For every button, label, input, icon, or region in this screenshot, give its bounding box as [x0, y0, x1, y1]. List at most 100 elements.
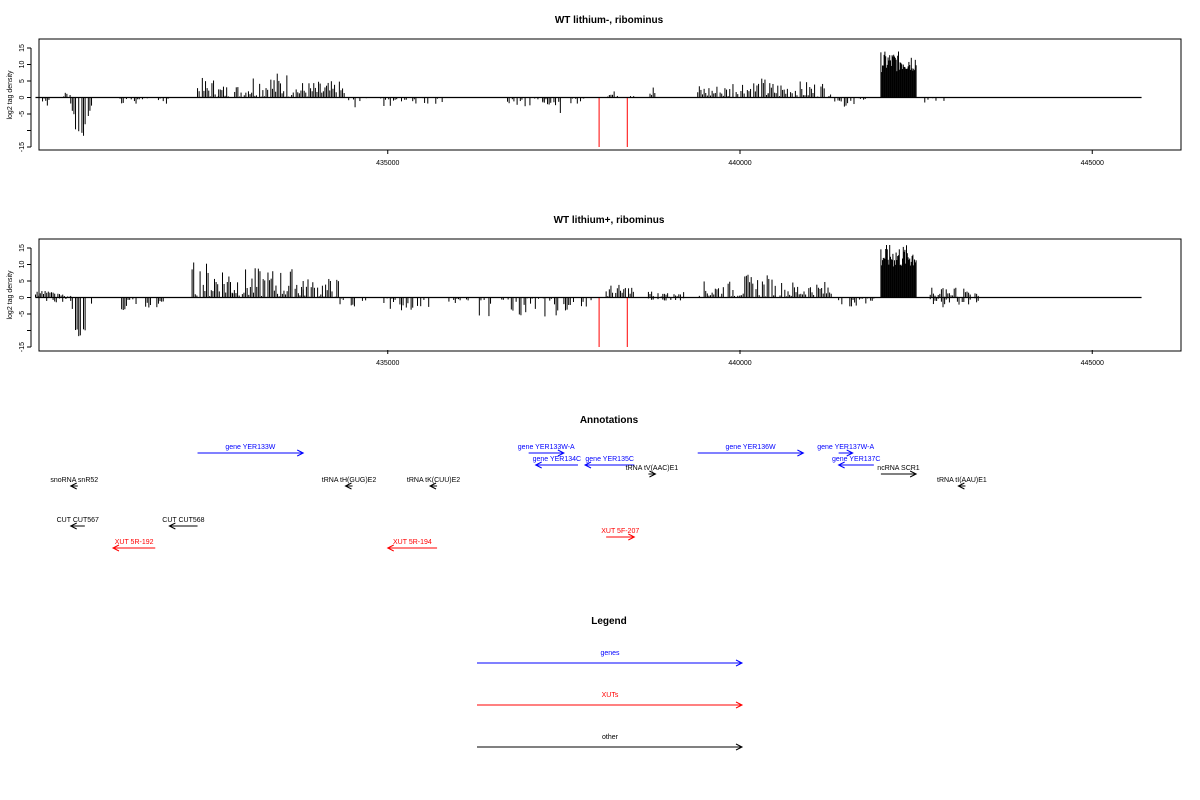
signal-block — [832, 97, 866, 107]
y-axis-label: log2 tag density — [7, 70, 14, 120]
feature-label: tRNA tK(CUU)E2 — [407, 477, 460, 484]
signal-block — [478, 297, 559, 317]
arrow-head — [583, 461, 592, 469]
feature-label: gene YER133W-A — [518, 444, 575, 451]
signal-block — [542, 97, 565, 113]
y-tick-label: 15 — [19, 44, 26, 52]
signal-block — [774, 281, 832, 298]
plot-frame — [38, 238, 1182, 352]
signal-block — [448, 297, 471, 303]
feature-label: gene YER137C — [832, 456, 881, 463]
arrow-head — [909, 470, 918, 478]
signal-block — [739, 274, 776, 298]
signal-block — [570, 97, 585, 104]
y-tick-label: 0 — [19, 95, 26, 99]
signal-block — [422, 97, 443, 104]
y-tick-label: 10 — [19, 261, 26, 269]
y-tick-label: -5 — [19, 111, 26, 117]
signal-block — [339, 297, 367, 307]
signal-block — [246, 73, 296, 98]
legend: Legend genes XUTs other — [477, 616, 744, 751]
legend-label: genes — [600, 650, 620, 657]
signal-block — [838, 297, 875, 307]
arrow-head — [296, 449, 305, 457]
arrow-head — [735, 659, 744, 667]
signal-block — [732, 78, 769, 98]
annotation-feature: gene YER133W — [197, 444, 305, 457]
arrow-head — [386, 544, 394, 552]
arrow-head — [649, 470, 657, 478]
arrow-head — [846, 449, 854, 457]
red-markers — [598, 97, 628, 147]
arrow-head — [957, 482, 965, 490]
signal-block — [218, 86, 247, 98]
x-tick-label: 440000 — [728, 160, 751, 167]
panel-title: WT lithium+, ribominus — [554, 215, 665, 226]
feature-label: tRNA tV(AAC)E1 — [626, 465, 679, 472]
y-tick-label: 10 — [19, 61, 26, 69]
annotation-feature: tRNA tK(CUU)E2 — [407, 477, 460, 490]
legend-label: XUTs — [602, 692, 619, 699]
signal-bars — [35, 244, 979, 337]
legend-item: other — [477, 734, 744, 751]
signal-block — [605, 91, 620, 98]
signal-block — [189, 262, 233, 298]
annotation-feature: gene YER135C — [583, 456, 635, 469]
x-tick-label: 435000 — [376, 160, 399, 167]
annotation-feature: XUT 5F-207 — [601, 528, 639, 541]
signal-block — [605, 284, 634, 298]
x-axis: 435000 440000 445000 — [376, 150, 1104, 167]
annotation-feature: tRNA tH(GUG)E2 — [322, 477, 377, 490]
annotation-feature: CUT CUT567 — [57, 517, 99, 530]
annotation-feature: gene YER134C — [533, 456, 582, 469]
signal-block — [380, 97, 417, 106]
annotation-feature: XUT 5R-192 — [111, 539, 156, 552]
annotation-feature: snoRNA snR52 — [50, 477, 98, 490]
signal-block — [42, 97, 50, 106]
panel-title: WT lithium-, ribominus — [555, 15, 664, 26]
annotation-feature: gene YER133W-A — [518, 444, 575, 457]
legend-item: genes — [477, 650, 744, 667]
signal-block — [880, 51, 917, 98]
red-markers — [598, 297, 628, 347]
annotations-title: Annotations — [580, 415, 639, 426]
arrow-head — [69, 482, 77, 490]
feature-label: gene YER135C — [585, 456, 634, 463]
feature-label: gene YER134C — [533, 456, 582, 463]
signal-block — [295, 81, 345, 98]
signal-block — [563, 297, 592, 311]
x-tick-label: 445000 — [1081, 360, 1104, 367]
annotation-feature: tRNA tI(AAU)E1 — [937, 477, 987, 490]
signal-block — [697, 86, 734, 98]
signal-block — [647, 291, 685, 301]
annotations-panel: Annotations gene YER133W gene YER133W-A ge… — [50, 415, 987, 552]
track-panel-lithium-plus: WT lithium+, ribominus log2 tag density … — [7, 215, 1182, 367]
track-panel-lithium-minus: WT lithium-, ribominus log2 tag density … — [7, 15, 1182, 167]
arrow-head — [168, 522, 176, 530]
y-tick-label: -15 — [19, 142, 26, 152]
feature-label: XUT 5R-194 — [393, 539, 432, 546]
arrow-head — [557, 449, 565, 457]
signal-block — [381, 297, 430, 311]
feature-label: CUT CUT567 — [57, 517, 99, 524]
legend-label: other — [602, 734, 619, 741]
signal-block — [197, 77, 219, 98]
y-tick-label: 5 — [19, 279, 26, 283]
y-axis: -15 -5 0 5 10 15 — [19, 244, 32, 352]
y-tick-label: 5 — [19, 79, 26, 83]
legend-item: XUTs — [477, 692, 744, 709]
signal-bars — [42, 51, 945, 136]
signal-block — [63, 92, 71, 98]
feature-label: snoRNA snR52 — [50, 477, 98, 484]
legend-items: genes XUTs other — [477, 650, 744, 751]
y-tick-label: 0 — [19, 295, 26, 299]
signal-block — [119, 97, 169, 104]
feature-label: tRNA tH(GUG)E2 — [322, 477, 377, 484]
annotation-feature: XUT 5R-194 — [386, 539, 438, 552]
signal-block — [70, 97, 93, 136]
y-tick-label: 15 — [19, 244, 26, 252]
legend-title: Legend — [591, 616, 627, 627]
arrow-head — [111, 544, 120, 552]
signal-block — [71, 297, 93, 337]
annotation-feature: tRNA tV(AAC)E1 — [626, 465, 679, 478]
